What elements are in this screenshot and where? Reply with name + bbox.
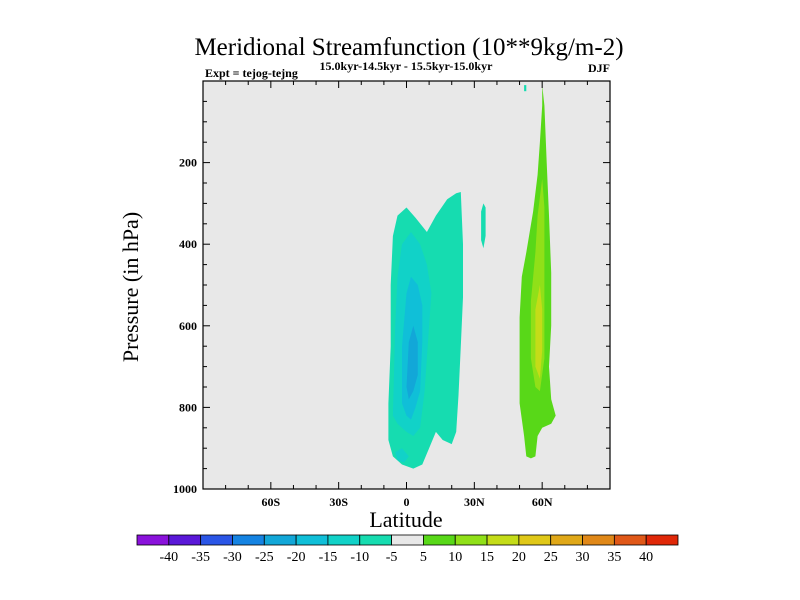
colorbar-box xyxy=(359,534,392,546)
colorbar-label: -30 xyxy=(223,550,242,565)
colorbar-box xyxy=(263,534,297,546)
colorbar-box xyxy=(613,534,647,546)
colorbar-label: 5 xyxy=(420,550,427,565)
colorbar-box xyxy=(168,534,202,546)
y-tick-label: 800 xyxy=(179,400,197,414)
x-axis-label: Latitude xyxy=(369,507,442,532)
colorbar-label: 15 xyxy=(480,550,494,565)
y-axis-label: Pressure (in hPa) xyxy=(118,212,143,362)
x-tick-label: 60S xyxy=(261,495,280,509)
x-tick-label: 30S xyxy=(329,495,348,509)
colorbar-label: 20 xyxy=(512,550,526,565)
y-tick-label: 1000 xyxy=(173,482,197,496)
colorbar-label: 30 xyxy=(576,550,590,565)
colorbar-box xyxy=(295,534,329,546)
colorbar-box xyxy=(200,534,233,546)
colorbar-label: 25 xyxy=(544,550,558,565)
subtitle-right: DJF xyxy=(588,61,610,75)
contour-region-northern-cell-center xyxy=(535,285,543,379)
y-tick-label: 600 xyxy=(179,319,197,333)
colorbar-box xyxy=(550,534,583,546)
contour-region-northern-cell-upper xyxy=(440,211,461,302)
colorbar-label: -20 xyxy=(287,550,306,565)
y-tick-label: 400 xyxy=(179,237,197,251)
colorbar-label: -40 xyxy=(159,550,178,565)
colorbar-box xyxy=(582,534,615,546)
x-tick-label: 60N xyxy=(532,495,553,509)
colorbar-label: -10 xyxy=(350,550,369,565)
subtitle-center: 15.0kyr-14.5kyr - 15.5kyr-15.0kyr xyxy=(320,59,494,73)
colorbar-box xyxy=(136,534,170,546)
x-tick-label: 0 xyxy=(404,495,410,509)
colorbar-label: 40 xyxy=(639,550,653,565)
colorbar-label: -5 xyxy=(386,550,398,565)
colorbar-box xyxy=(423,534,456,546)
y-tick-label: 200 xyxy=(179,156,197,170)
colorbar-box xyxy=(486,534,520,546)
chart-title: Meridional Streamfunction (10**9kg/m-2) xyxy=(194,34,623,61)
colorbar-box xyxy=(391,534,424,546)
contour-region-southern-cell-center xyxy=(406,325,418,400)
colorbar-label: 35 xyxy=(607,550,621,565)
contour-region-small-cell-top xyxy=(524,85,527,92)
x-tick-label: 30N xyxy=(464,495,485,509)
colorbar-label: -35 xyxy=(191,550,210,565)
colorbar-label: -15 xyxy=(319,550,338,565)
colorbar-box xyxy=(454,534,488,546)
colorbar-box xyxy=(645,534,679,546)
colorbar-label: -25 xyxy=(255,550,274,565)
contour-region-small-cell-30n xyxy=(481,203,486,249)
subtitle-left: Expt = tejog-tejng xyxy=(205,66,298,80)
contour-region-southern-cell-middle-patch xyxy=(395,448,409,463)
colorbar-box xyxy=(518,534,552,546)
colorbar-box xyxy=(232,534,265,546)
colorbar-label: 10 xyxy=(448,550,462,565)
colorbar-box xyxy=(327,534,361,546)
